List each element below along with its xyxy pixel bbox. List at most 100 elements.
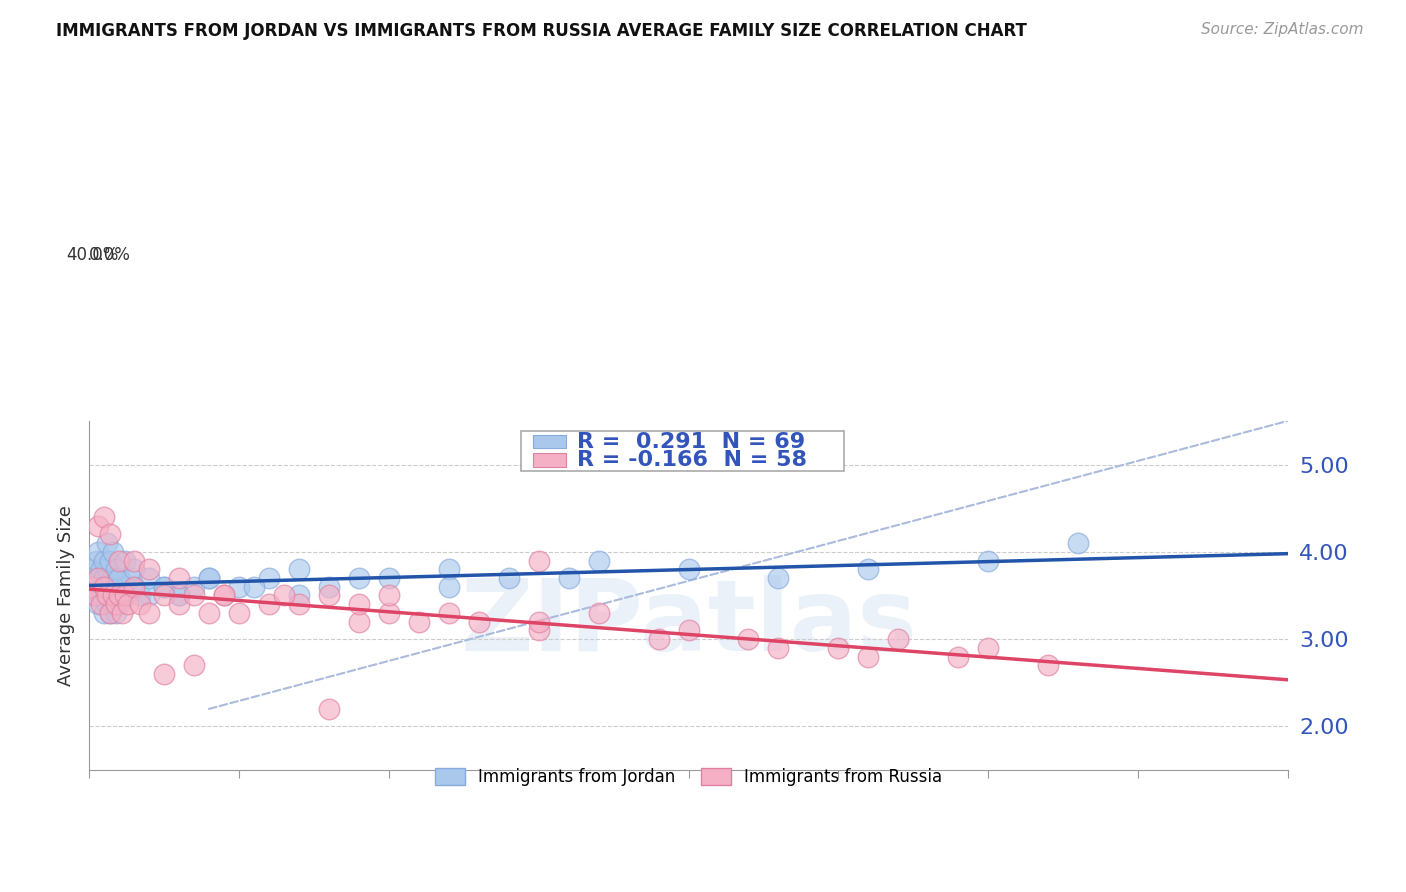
Point bbox=[80, 580, 103, 594]
Point bbox=[167, 597, 190, 611]
Point bbox=[129, 597, 152, 611]
Point bbox=[138, 606, 160, 620]
Point bbox=[98, 527, 121, 541]
Point bbox=[98, 606, 121, 620]
Point bbox=[117, 589, 139, 603]
Point bbox=[153, 580, 176, 594]
Point bbox=[101, 580, 124, 594]
Point bbox=[94, 589, 117, 603]
Point bbox=[108, 589, 131, 603]
Text: R =  0.291  N = 69: R = 0.291 N = 69 bbox=[576, 432, 806, 451]
Point bbox=[678, 562, 700, 576]
Point bbox=[90, 597, 112, 611]
Point bbox=[117, 597, 139, 611]
Point bbox=[87, 518, 110, 533]
Point bbox=[977, 553, 1000, 567]
Point bbox=[347, 571, 370, 585]
Point bbox=[93, 580, 115, 594]
Point bbox=[408, 615, 430, 629]
Point bbox=[87, 545, 110, 559]
Point bbox=[288, 597, 311, 611]
Point bbox=[138, 589, 160, 603]
Point bbox=[1067, 536, 1090, 550]
Point bbox=[100, 571, 122, 585]
Point bbox=[86, 553, 108, 567]
Point bbox=[101, 597, 124, 611]
Point bbox=[527, 624, 550, 638]
Point bbox=[977, 640, 1000, 655]
Bar bbox=[533, 453, 567, 467]
Point bbox=[467, 615, 489, 629]
FancyBboxPatch shape bbox=[520, 432, 845, 472]
Point bbox=[858, 649, 880, 664]
Point bbox=[122, 553, 145, 567]
Text: 40.0%: 40.0% bbox=[66, 246, 120, 264]
Point bbox=[93, 553, 115, 567]
Point bbox=[129, 589, 152, 603]
Point bbox=[80, 580, 103, 594]
Point bbox=[437, 562, 460, 576]
Point bbox=[101, 589, 124, 603]
Point bbox=[108, 597, 131, 611]
Point bbox=[83, 562, 105, 576]
Text: IMMIGRANTS FROM JORDAN VS IMMIGRANTS FROM RUSSIA AVERAGE FAMILY SIZE CORRELATION: IMMIGRANTS FROM JORDAN VS IMMIGRANTS FRO… bbox=[56, 22, 1028, 40]
Point bbox=[90, 562, 112, 576]
Y-axis label: Average Family Size: Average Family Size bbox=[58, 505, 75, 686]
Point bbox=[122, 580, 145, 594]
Point bbox=[103, 589, 125, 603]
Point bbox=[84, 589, 107, 603]
Point bbox=[91, 580, 114, 594]
Point bbox=[98, 606, 121, 620]
Point bbox=[318, 589, 340, 603]
Point bbox=[288, 589, 311, 603]
Point bbox=[737, 632, 759, 646]
Point bbox=[105, 562, 128, 576]
Point bbox=[378, 571, 401, 585]
Point bbox=[98, 589, 121, 603]
Point bbox=[167, 589, 190, 603]
Text: R = -0.166  N = 58: R = -0.166 N = 58 bbox=[576, 450, 807, 470]
Point bbox=[257, 597, 280, 611]
Point bbox=[183, 658, 205, 673]
Point bbox=[114, 580, 136, 594]
Text: Source: ZipAtlas.com: Source: ZipAtlas.com bbox=[1201, 22, 1364, 37]
Point bbox=[87, 571, 110, 585]
Point bbox=[97, 580, 120, 594]
Point bbox=[122, 580, 145, 594]
Point bbox=[138, 562, 160, 576]
Point bbox=[98, 553, 121, 567]
Point bbox=[105, 606, 128, 620]
Point bbox=[105, 597, 128, 611]
Point bbox=[198, 571, 221, 585]
Point bbox=[93, 606, 115, 620]
Point bbox=[887, 632, 910, 646]
Point bbox=[114, 589, 136, 603]
Point bbox=[96, 589, 118, 603]
Text: ZIPatlas: ZIPatlas bbox=[460, 574, 917, 672]
Point bbox=[437, 580, 460, 594]
Point bbox=[347, 615, 370, 629]
Point bbox=[228, 580, 250, 594]
Point bbox=[89, 580, 111, 594]
Point bbox=[93, 571, 115, 585]
Point bbox=[557, 571, 579, 585]
Point bbox=[90, 589, 112, 603]
Point bbox=[107, 589, 129, 603]
Point bbox=[198, 571, 221, 585]
Legend: Immigrants from Jordan, Immigrants from Russia: Immigrants from Jordan, Immigrants from … bbox=[429, 762, 949, 793]
Point bbox=[96, 536, 118, 550]
Point bbox=[122, 562, 145, 576]
Bar bbox=[533, 435, 567, 448]
Point bbox=[243, 580, 266, 594]
Point bbox=[257, 571, 280, 585]
Point bbox=[167, 571, 190, 585]
Point bbox=[527, 553, 550, 567]
Text: 0.0%: 0.0% bbox=[89, 246, 131, 264]
Point bbox=[153, 667, 176, 681]
Point bbox=[647, 632, 669, 646]
Point bbox=[111, 606, 134, 620]
Point bbox=[588, 553, 610, 567]
Point bbox=[678, 624, 700, 638]
Point bbox=[138, 571, 160, 585]
Point bbox=[101, 545, 124, 559]
